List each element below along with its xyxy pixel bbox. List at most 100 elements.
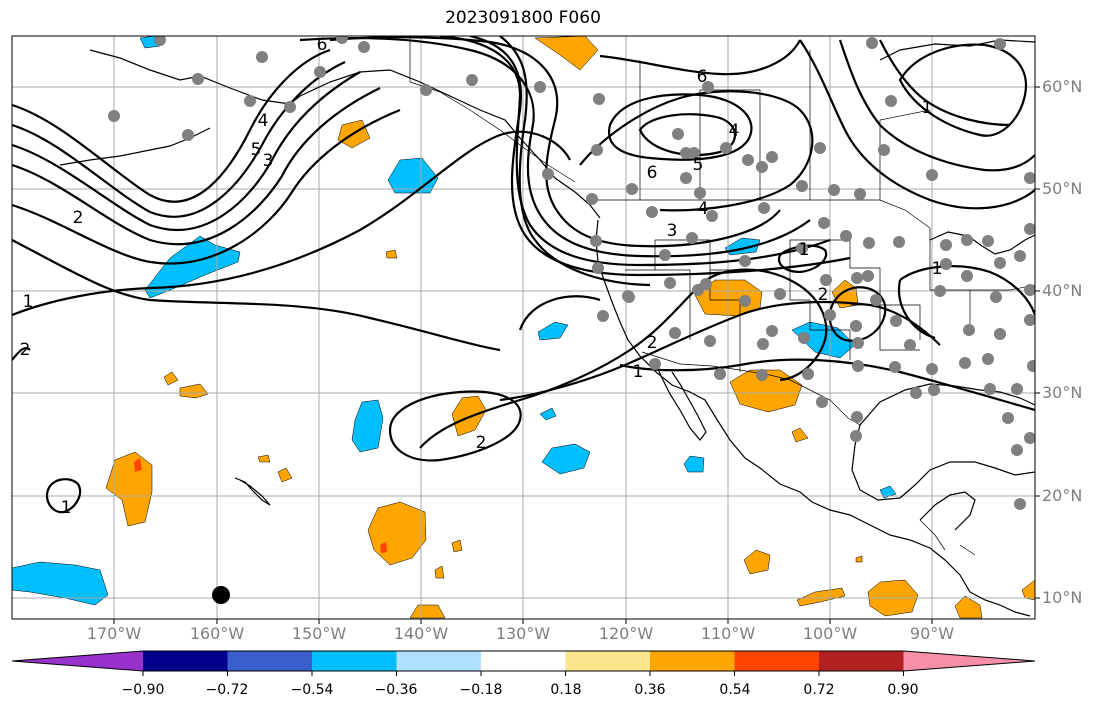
contour-north xyxy=(599,39,801,76)
negative-anomaly xyxy=(879,485,897,499)
positive-anomaly xyxy=(451,539,463,553)
us-mexico-border xyxy=(641,351,861,426)
gulf-of-mexico-coast xyxy=(851,424,1035,501)
lon-label: 150°W xyxy=(291,624,347,643)
contour-tiny xyxy=(45,478,82,514)
positive-anomaly xyxy=(831,279,859,309)
alaska-canada-border xyxy=(409,36,576,183)
contour-southeast xyxy=(619,358,1035,412)
contour-label: 3 xyxy=(263,151,274,171)
hawaii-islands xyxy=(234,477,271,506)
colorbar-tick-label: −0.18 xyxy=(459,682,503,698)
contour-label: 2 xyxy=(476,433,487,453)
lon-label: 170°W xyxy=(86,624,142,643)
colorbar-tick-label: −0.36 xyxy=(374,682,418,698)
contour-two xyxy=(12,346,31,361)
contour-label: 6 xyxy=(647,163,658,183)
colorbar-tick-label: 0.54 xyxy=(719,682,751,698)
negative-anomaly xyxy=(537,321,569,341)
lat-label: 40°N xyxy=(1042,281,1083,300)
positive-anomaly xyxy=(163,371,179,386)
contour-east xyxy=(838,39,1035,172)
contour-label: 4 xyxy=(258,111,269,131)
negative-anomaly xyxy=(387,157,439,194)
contour-label: 6 xyxy=(317,35,328,55)
contour-west xyxy=(12,87,381,246)
lon-label: 130°W xyxy=(495,624,551,643)
contour-label: 2 xyxy=(818,285,829,305)
colorbar-tick-label: −0.72 xyxy=(205,682,249,698)
lat-ticks xyxy=(1035,86,1040,599)
lat-label: 30°N xyxy=(1042,383,1083,402)
contour-west xyxy=(12,48,331,203)
negative-anomaly xyxy=(351,399,384,453)
positive-anomaly xyxy=(796,587,846,607)
positive-anomaly xyxy=(791,427,809,443)
lat-label: 60°N xyxy=(1042,77,1083,96)
contour-southwest xyxy=(12,239,501,352)
contour-west xyxy=(12,60,346,218)
contour-west xyxy=(12,108,401,265)
lat-label: 10°N xyxy=(1042,588,1083,607)
anomaly-fills xyxy=(12,36,1035,619)
contour-label: 2 xyxy=(647,333,658,353)
negative-anomaly xyxy=(12,561,109,606)
yucatan-coast xyxy=(919,491,976,531)
contour-label: 4 xyxy=(698,199,709,219)
contour-label: 5 xyxy=(693,155,704,175)
lon-label: 90°W xyxy=(909,624,955,643)
contour-east xyxy=(879,39,1011,127)
hudson-bay-coast xyxy=(879,39,1035,61)
negative-anomaly xyxy=(541,443,591,475)
contour-southeast xyxy=(499,300,941,402)
contour-label: 2 xyxy=(73,208,84,228)
colorbar-tick-label: 0.90 xyxy=(887,682,919,698)
contour-ridge xyxy=(469,36,851,277)
central-america-borders xyxy=(919,519,976,556)
colorbar-tick-label: 0.36 xyxy=(634,682,666,698)
positive-anomaly xyxy=(179,383,209,399)
contour-east-low xyxy=(897,265,1035,340)
positive-anomaly xyxy=(954,595,983,619)
contour-mid xyxy=(579,90,814,212)
positive-anomaly xyxy=(534,36,599,71)
lat-label: 50°N xyxy=(1042,179,1083,198)
contour-ridge xyxy=(439,36,831,267)
strong-positive-anomaly xyxy=(134,458,142,472)
contour-label: 1 xyxy=(799,240,810,260)
contour-loop-two xyxy=(388,390,522,462)
contour-low xyxy=(607,93,753,161)
contour-label: 1 xyxy=(61,498,72,518)
contour-mid-line xyxy=(518,295,601,331)
negative-anomaly xyxy=(539,407,557,421)
lon-label: 160°W xyxy=(189,624,245,643)
negative-anomaly xyxy=(144,235,241,299)
contour-low xyxy=(638,113,737,157)
contour-label: 2 xyxy=(20,340,31,360)
colorbar-tick-label: −0.90 xyxy=(121,682,165,698)
lon-label: 110°W xyxy=(700,624,756,643)
lon-label: 100°W xyxy=(802,624,858,643)
map-title: 2023091800 F060 xyxy=(445,8,601,28)
colorbar-tick-label: 0.18 xyxy=(550,682,582,698)
contour-label: 1 xyxy=(922,98,933,118)
contour-east xyxy=(799,39,1035,210)
contour-lines xyxy=(12,36,1035,514)
positive-anomaly xyxy=(367,501,427,566)
lat-label: 20°N xyxy=(1042,486,1083,505)
contour-label: 6 xyxy=(697,67,708,87)
positive-anomaly xyxy=(743,549,771,575)
colorbar-tick-label: 0.72 xyxy=(803,682,835,698)
lon-label: 120°W xyxy=(598,624,654,643)
positive-anomaly xyxy=(409,604,446,619)
gridlines xyxy=(12,36,1035,619)
north-america-west-coast xyxy=(595,219,1031,617)
contour-west xyxy=(12,71,361,231)
contour-ridge xyxy=(499,36,651,287)
contour-label: 3 xyxy=(667,221,678,241)
marker-black-dot xyxy=(212,586,230,604)
contour-east-high xyxy=(898,43,1028,137)
contour-label: 4 xyxy=(729,121,740,141)
positive-anomaly xyxy=(105,451,153,527)
